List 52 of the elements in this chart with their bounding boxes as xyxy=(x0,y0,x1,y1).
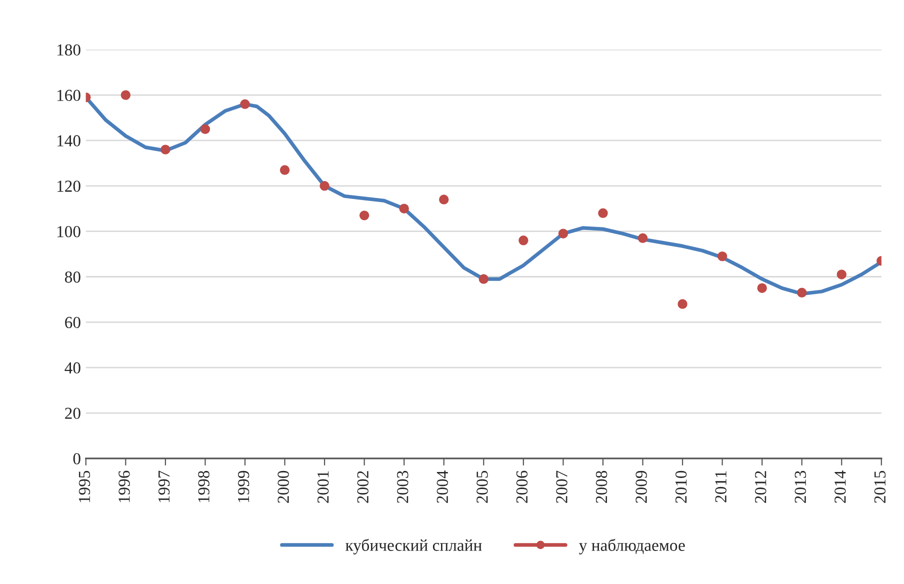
x-tick-label: 2002 xyxy=(357,471,368,503)
point xyxy=(160,144,170,154)
x-tick-label: 2012 xyxy=(754,471,766,503)
x-tick-label: 2010 xyxy=(675,470,687,503)
x-tick-label: 1995 xyxy=(78,470,90,502)
y-tick-label: 160 xyxy=(57,90,80,102)
point xyxy=(280,165,290,175)
point xyxy=(478,274,488,284)
point xyxy=(796,288,807,298)
point xyxy=(120,90,131,100)
x-tick-label: 2001 xyxy=(317,471,329,503)
x-tick-label: 1999 xyxy=(238,470,250,502)
point xyxy=(757,283,767,293)
x-tick-label: 2013 xyxy=(794,470,806,503)
point xyxy=(399,204,409,214)
x-tick-label: 2007 xyxy=(556,470,568,503)
x-tick-label: 1997 xyxy=(158,470,170,502)
x-tick-label: 2006 xyxy=(516,470,528,503)
x-tick-label: 1998 xyxy=(198,470,210,502)
y-tick-label: 180 xyxy=(57,44,80,56)
point xyxy=(558,228,568,238)
point xyxy=(836,270,846,280)
x-tick-label: 2003 xyxy=(397,470,408,503)
point xyxy=(678,299,688,309)
y-tick-label: 40 xyxy=(64,362,80,374)
x-tick-label: 2008 xyxy=(596,470,608,503)
point xyxy=(717,251,728,262)
legend-label: y наблюдаемое xyxy=(579,538,685,554)
y-tick-label: 120 xyxy=(57,180,80,192)
x-tick-label: 2009 xyxy=(636,470,647,503)
point xyxy=(359,210,370,220)
x-tick-label: 2014 xyxy=(834,470,846,503)
x-tick-label: 2005 xyxy=(476,470,488,503)
y-tick-label: 20 xyxy=(65,408,80,419)
x-tick-label: 2000 xyxy=(278,470,289,503)
point xyxy=(240,99,250,110)
y-tick-label: 0 xyxy=(73,453,80,464)
legend-label: кубический сплайн xyxy=(346,538,482,554)
point xyxy=(638,233,648,244)
point xyxy=(518,236,528,246)
point xyxy=(439,194,449,204)
point xyxy=(200,124,210,134)
y-tick-label: 60 xyxy=(65,316,80,328)
point xyxy=(598,208,608,218)
point xyxy=(320,181,330,191)
y-tick-label: 100 xyxy=(57,226,80,238)
y-tick-label: 140 xyxy=(57,135,80,146)
x-tick-label: 2011 xyxy=(715,471,726,502)
y-tick-label: 80 xyxy=(64,271,80,283)
x-tick-label: 2015 xyxy=(874,470,886,503)
x-tick-label: 2004 xyxy=(436,470,448,503)
x-tick-label: 1996 xyxy=(118,470,130,502)
